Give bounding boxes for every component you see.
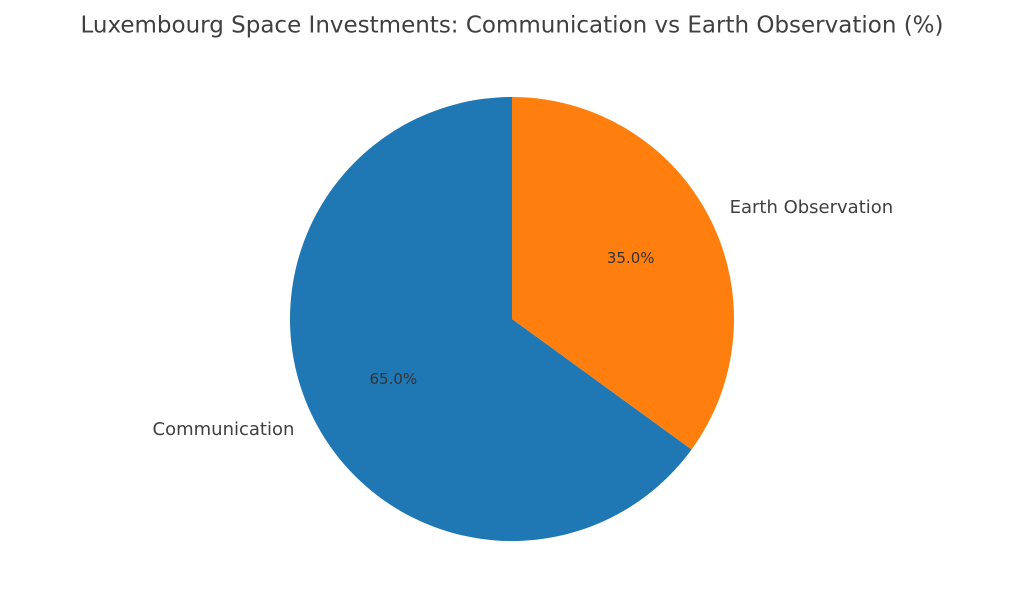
value-label: 65.0% — [369, 370, 417, 388]
pie-slice — [290, 97, 692, 541]
chart-title: Luxembourg Space Investments: Communicat… — [80, 13, 943, 39]
value-label: 35.0% — [607, 249, 655, 267]
pie-slice — [512, 97, 735, 450]
slice-label: Communication — [153, 419, 295, 440]
slice-label: Earth Observation — [730, 197, 894, 218]
